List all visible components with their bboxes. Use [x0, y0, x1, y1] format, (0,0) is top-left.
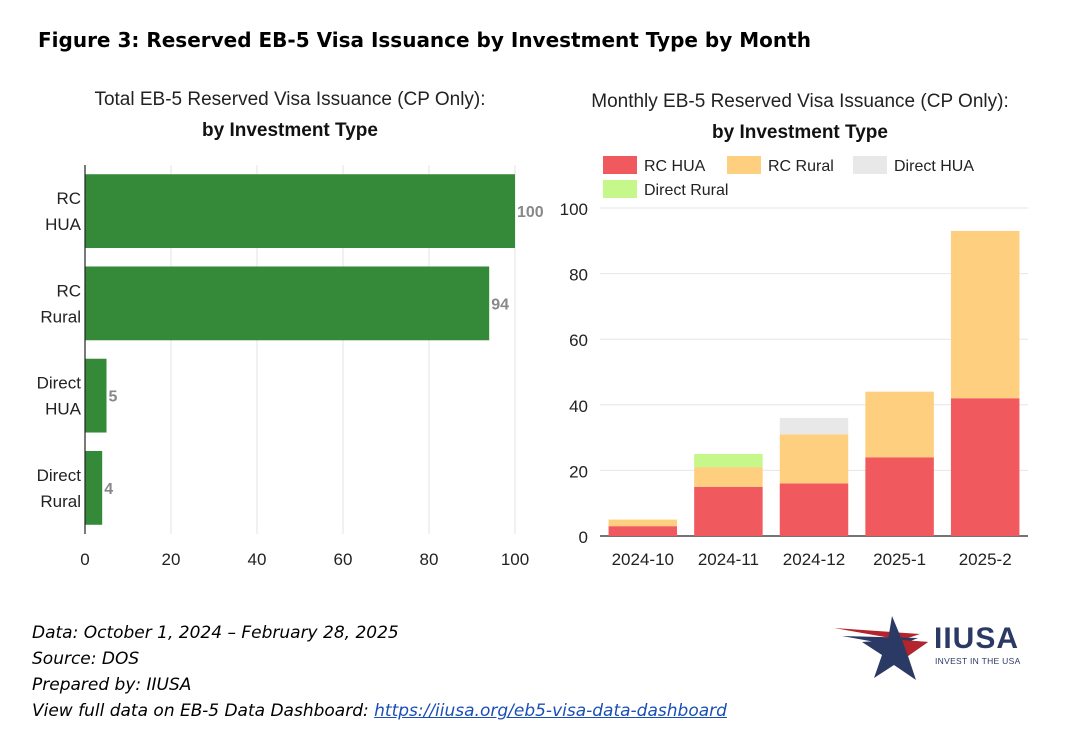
x-tick-label: 40 — [248, 550, 267, 569]
stacked-segment — [779, 417, 849, 435]
footnotes: Data: October 1, 2024 – February 28, 202… — [32, 620, 727, 724]
bar-value-label: 94 — [491, 296, 509, 313]
stacked-segment — [865, 391, 934, 458]
bar — [85, 450, 103, 525]
dashboard-link[interactable]: https://iiusa.org/eb5-visa-data-dashboar… — [374, 701, 727, 721]
y-tick-label: 40 — [569, 397, 588, 416]
legend-swatch — [727, 156, 761, 174]
x-tick-label: 20 — [162, 550, 181, 569]
bar — [85, 358, 107, 433]
y-tick-label: 20 — [569, 462, 588, 481]
category-label: Rural — [40, 307, 81, 326]
stacked-segment — [694, 486, 763, 536]
logo-tagline: INVEST IN THE USA — [935, 656, 1021, 666]
stacked-segment — [694, 454, 763, 468]
right-chart-title-line1: Monthly EB-5 Reserved Visa Issuance (CP … — [591, 91, 1009, 112]
charts-canvas: 0 20 40 60 80 100100RCHUA94RCRural5DirectHUA4… — [37, 156, 1028, 569]
category-label: Rural — [40, 492, 81, 511]
note-dashboard: View full data on EB-5 Data Dashboard: h… — [32, 698, 727, 724]
x-category-label: 2025-1 — [873, 550, 926, 569]
stacked-segment — [779, 483, 849, 536]
category-label: RC — [56, 189, 81, 208]
x-category-label: 2024-10 — [612, 550, 674, 569]
logo-name: IIUSA — [934, 622, 1020, 655]
bar — [85, 174, 515, 249]
left-chart-title-line1: Total EB-5 Reserved Visa Issuance (CP On… — [94, 89, 486, 110]
stacked-segment — [694, 467, 763, 487]
note-source: Source: DOS — [32, 649, 140, 669]
category-label: Direct — [37, 374, 82, 393]
stacked-segment — [608, 519, 678, 527]
stacked-segment — [950, 230, 1020, 399]
note-data-range: Data: October 1, 2024 – February 28, 202… — [32, 623, 399, 643]
iiusa-logo-icon — [834, 616, 928, 680]
category-label: HUA — [45, 215, 82, 234]
stacked-segment — [865, 457, 934, 536]
left-chart-subtitle: by Investment Type — [202, 120, 378, 141]
left-chart-title: Total EB-5 Reserved Visa Issuance (CP On… — [40, 84, 540, 146]
x-category-label: 2025-2 — [959, 550, 1012, 569]
legend-label: RC HUA — [644, 158, 706, 175]
x-tick-label: 80 — [420, 550, 439, 569]
y-tick-label: 80 — [569, 266, 588, 285]
x-tick-label: 60 — [334, 550, 353, 569]
right-chart-title: Monthly EB-5 Reserved Visa Issuance (CP … — [560, 86, 1040, 148]
note-prepared-by: Prepared by: IIUSA — [32, 675, 192, 695]
category-label: HUA — [45, 400, 82, 419]
x-tick-label: 0 — [80, 550, 89, 569]
y-tick-label: 100 — [560, 200, 588, 219]
legend-label: Direct Rural — [644, 182, 728, 199]
x-tick-label: 100 — [501, 550, 529, 569]
note-dashboard-label: View full data on EB-5 Data Dashboard: — [32, 701, 375, 721]
category-label: RC — [56, 281, 81, 300]
stacked-segment — [608, 526, 678, 536]
legend-label: RC Rural — [768, 158, 834, 175]
bar-value-label: 100 — [517, 204, 544, 221]
category-label: Direct — [37, 466, 82, 485]
legend-swatch — [603, 156, 637, 174]
y-tick-label: 0 — [579, 528, 588, 547]
stacked-segment — [950, 398, 1020, 536]
legend-label: Direct HUA — [894, 158, 974, 175]
x-category-label: 2024-11 — [698, 550, 759, 569]
y-tick-label: 60 — [569, 331, 588, 350]
x-category-label: 2024-12 — [783, 550, 845, 569]
bar — [85, 266, 490, 341]
bar-value-label: 5 — [109, 389, 118, 406]
right-chart-subtitle: by Investment Type — [712, 122, 888, 143]
stacked-segment — [779, 434, 849, 484]
legend-swatch — [603, 180, 637, 198]
legend-swatch — [853, 156, 887, 174]
figure-title: Figure 3: Reserved EB-5 Visa Issuance by… — [38, 28, 811, 52]
bar-value-label: 4 — [104, 481, 113, 498]
